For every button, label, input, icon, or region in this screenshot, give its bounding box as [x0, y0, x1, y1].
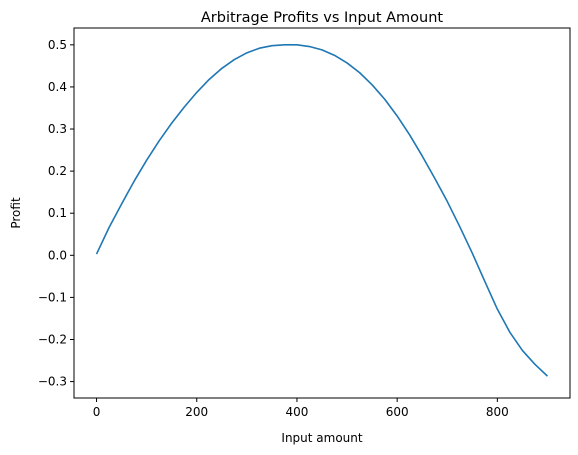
- x-tick-label: 0: [93, 405, 101, 419]
- y-tick-label: 0.2: [48, 164, 67, 178]
- y-tick-label: −0.2: [38, 332, 67, 346]
- profit-series-line: [95, 44, 548, 377]
- y-axis-label: Profit: [9, 197, 23, 229]
- y-tick-label: 0.4: [48, 80, 67, 94]
- y-tick-label: 0.0: [48, 248, 67, 262]
- x-tick-label: 200: [185, 405, 208, 419]
- x-tick-label: 800: [486, 405, 509, 419]
- plot-frame: [73, 27, 571, 399]
- x-tick-label: 400: [285, 405, 308, 419]
- y-axis-ticks: −0.3 −0.2 −0.1 0.0 0.1 0.2 0.3 0.4 0.5: [38, 38, 74, 389]
- y-tick-label: 0.5: [48, 38, 67, 52]
- x-axis-ticks: 0 200 400 600 800: [93, 398, 509, 419]
- y-tick-label: 0.1: [48, 206, 67, 220]
- series-layer: [95, 44, 548, 377]
- y-tick-label: 0.3: [48, 122, 67, 136]
- plot-area: [74, 28, 570, 398]
- y-tick-label: −0.1: [38, 290, 67, 304]
- chart-title: Arbitrage Profits vs Input Amount: [201, 10, 444, 26]
- x-tick-label: 600: [386, 405, 409, 419]
- x-axis-label: Input amount: [281, 431, 362, 445]
- y-tick-label: −0.3: [38, 375, 67, 389]
